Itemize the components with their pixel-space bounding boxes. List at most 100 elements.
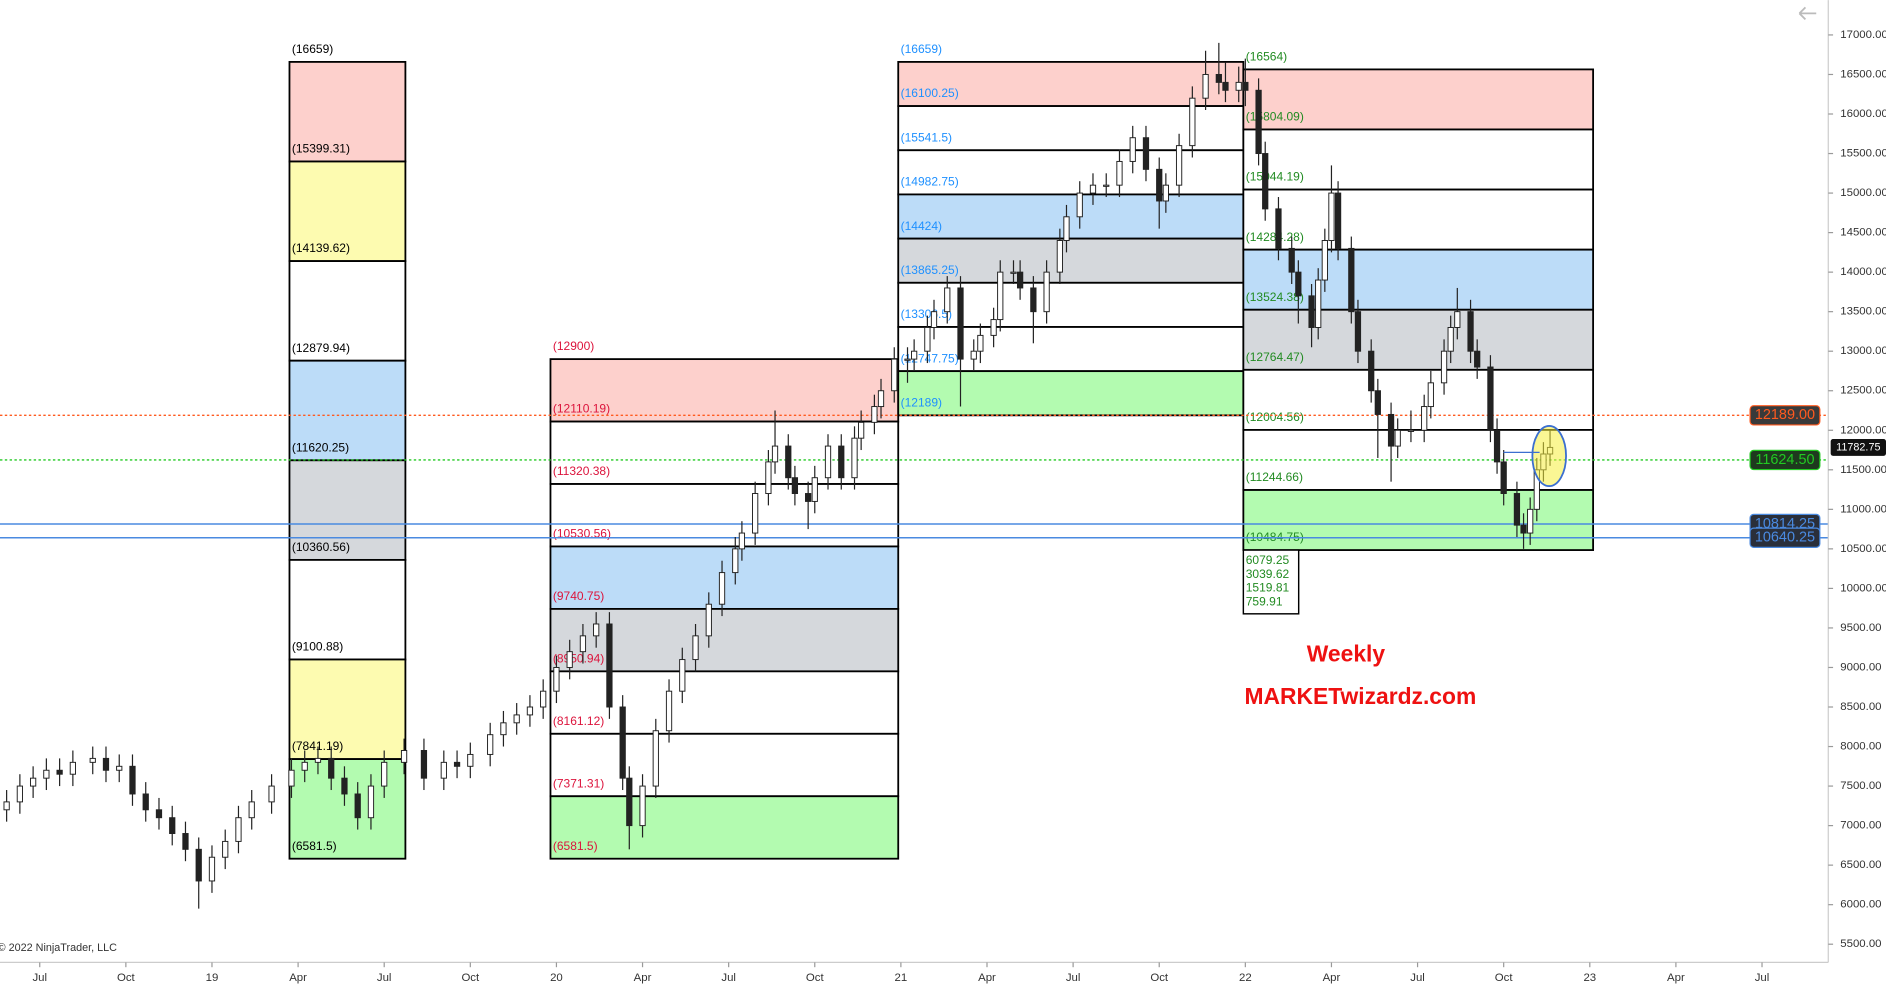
zone-level-label: (11244.66) [1246, 470, 1303, 484]
price-label: 11624.50 [1755, 452, 1814, 468]
candle-body [1262, 153, 1269, 210]
candle-body [301, 761, 308, 771]
candle-body [997, 271, 1004, 321]
candle-body [891, 358, 898, 392]
candle-body [1275, 208, 1282, 249]
candle-body [705, 603, 712, 637]
back-arrow[interactable] [1798, 6, 1817, 21]
candle-body [288, 769, 295, 787]
candle-body [341, 777, 348, 795]
candle-body [1427, 382, 1434, 408]
candle-body [566, 651, 573, 668]
candle-body [526, 706, 534, 716]
candle-body [606, 623, 613, 708]
candle-body [877, 390, 885, 408]
zone-band [288, 60, 407, 163]
y-tick-label: 7500.00 [1840, 780, 1881, 792]
candle-body [487, 734, 494, 755]
candles [3, 42, 1554, 909]
candle-body [208, 856, 216, 882]
copyright: © 2022 NinjaTrader, LLC [0, 942, 117, 954]
candle-body [1334, 192, 1342, 249]
x-tick-label: 23 [1583, 972, 1596, 984]
candle-body [1354, 311, 1362, 352]
candle-body [102, 757, 110, 771]
candle-body [1421, 406, 1428, 431]
candle-body [970, 350, 977, 360]
candle-body [579, 635, 587, 653]
zone-level-label: (12189) [901, 395, 942, 409]
candle-body [593, 623, 600, 637]
candle-body [129, 765, 136, 795]
candle-body [1295, 271, 1302, 297]
candle-body [420, 750, 428, 779]
candle-body [732, 548, 739, 574]
zone-level-label: (15804.09) [1246, 110, 1304, 124]
y-tick-label: 10000.00 [1840, 582, 1886, 594]
zone-level-label: (8950.94) [553, 651, 604, 665]
zone-level-label: (13524.38) [1246, 290, 1304, 304]
zone-level-label: (14284.28) [1246, 230, 1304, 244]
candle-body [1474, 350, 1481, 368]
candle-body [1387, 413, 1395, 447]
candle-body [314, 757, 322, 763]
candle-body [328, 757, 335, 779]
extra-value: 3039.62 [1246, 567, 1290, 581]
candle-body [1030, 287, 1037, 313]
zone-level-label: (12747.75) [901, 351, 959, 365]
y-tick-label: 14000.00 [1840, 266, 1886, 278]
candle-body [838, 445, 845, 479]
candle-body [805, 493, 812, 502]
zone-level-label: (12004.56) [1246, 410, 1304, 424]
y-tick-label: 7000.00 [1840, 820, 1881, 832]
candle-body [1440, 350, 1448, 384]
x-tick-label: Jul [1066, 972, 1081, 984]
candle-body [924, 327, 931, 352]
candle-body [1255, 89, 1262, 155]
candle-body [169, 817, 176, 834]
zone-level-label: (6581.5) [553, 839, 598, 853]
candle-body [1321, 240, 1328, 281]
candle-body [1215, 73, 1222, 83]
y-tick-label: 12000.00 [1840, 424, 1886, 436]
candle-body [718, 572, 726, 605]
y-tick-label: 8000.00 [1840, 741, 1881, 753]
candle-body [248, 801, 255, 819]
candle-body [1328, 192, 1335, 241]
candle-body [3, 801, 10, 811]
x-tick-label: 22 [1239, 972, 1252, 984]
x-tick-label: Oct [806, 972, 825, 984]
candle-body [1520, 524, 1527, 534]
candle-body [824, 445, 832, 479]
candle-body [1348, 247, 1355, 313]
candle-body [1156, 168, 1163, 202]
candle-body [1202, 73, 1209, 99]
candle-body [871, 406, 878, 423]
zone-level-label: (12764.47) [1246, 350, 1304, 364]
zone-band [288, 160, 407, 262]
x-tick-label: Apr [1323, 972, 1341, 984]
x-tick-label: Jul [377, 972, 392, 984]
zone-band [288, 658, 407, 760]
x-tick-label: 20 [550, 972, 563, 984]
candle-body [235, 817, 242, 842]
y-tick-label: 9500.00 [1840, 622, 1881, 634]
y-tick-label: 12500.00 [1840, 385, 1886, 397]
candle-body [791, 477, 799, 495]
price-label-box [1749, 449, 1821, 471]
x-tick-label: Oct [1150, 972, 1169, 984]
candle-body [222, 840, 229, 858]
candle-body [1368, 350, 1375, 392]
candle-body [977, 334, 984, 352]
candle-body [1493, 429, 1501, 463]
candle-body [453, 761, 461, 767]
x-tick-label: Apr [289, 972, 307, 984]
extra-value: 1519.81 [1246, 581, 1290, 595]
candle-body [692, 635, 699, 661]
candle-body [69, 761, 76, 775]
y-tick-label: 13500.00 [1840, 306, 1886, 318]
candle-body [1175, 145, 1183, 186]
zone-level-label: (16100.25) [901, 86, 959, 100]
